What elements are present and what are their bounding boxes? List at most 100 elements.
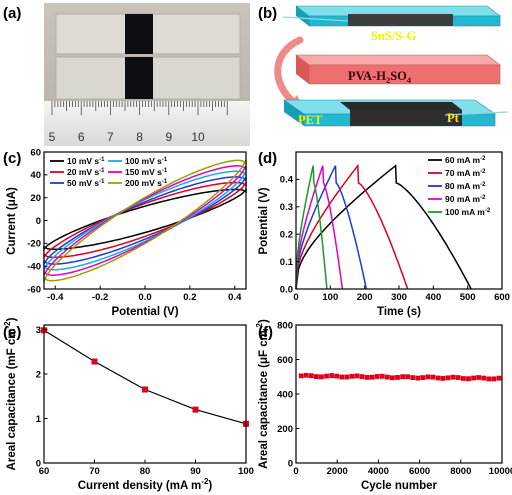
- y-tick-label: 0.0: [280, 284, 293, 295]
- x-tick-label: -0.2: [92, 292, 108, 303]
- cycle-point: [430, 374, 436, 380]
- legend-d-entry-label: 80 mA m-2: [445, 181, 486, 191]
- cycle-point: [329, 373, 334, 378]
- y-tick-label: 400: [277, 389, 293, 400]
- cycle-point: [486, 376, 492, 382]
- bottom-electrode-slab: [283, 99, 509, 127]
- ruler: [44, 101, 250, 146]
- cycle-point: [298, 373, 304, 379]
- x-tick-label: 4000: [368, 466, 389, 477]
- y-axis-label-c: Current (μA): [6, 187, 18, 255]
- cycle-point: [344, 374, 350, 380]
- y-tick-label: -20: [27, 239, 41, 250]
- y-tick-label: 0.1: [280, 257, 294, 268]
- cycle-point: [369, 374, 375, 380]
- x-tick-label: 0.4: [228, 292, 242, 303]
- cycle-point: [471, 375, 476, 381]
- x-tick-label: 600: [494, 292, 510, 303]
- x-tick-label: 400: [425, 292, 441, 303]
- cycle-point: [435, 375, 441, 381]
- cycle-point: [450, 374, 456, 380]
- panel-f: (f) 02000400060008000100000200400600800 …: [255, 319, 512, 492]
- x-tick-label: 0: [293, 292, 298, 303]
- x-tick-label: 90: [190, 466, 201, 477]
- x-axis-label-f: Cycle number: [361, 480, 438, 492]
- y-tick-label: 200: [277, 424, 293, 435]
- rate-series: [41, 327, 249, 427]
- axis-ticks-e: 60 70 80 90 100 0 1 2 3: [36, 325, 254, 477]
- y-tick-label: 0: [36, 458, 41, 469]
- legend-c-entry-label: 200 mV s-1: [125, 178, 168, 188]
- cycle-point: [334, 373, 339, 379]
- device-black-electrode-top: [125, 14, 153, 54]
- ruler-number: 9: [165, 130, 172, 144]
- ruler-ticks: [51, 101, 228, 115]
- x-axis-label-d: Time (s): [377, 306, 421, 318]
- cycle-point: [440, 376, 446, 381]
- cycle-point: [491, 376, 497, 382]
- cycle-point: [385, 374, 390, 380]
- y-tick-label: 2: [36, 369, 41, 380]
- y-axis-label-e: Areal capacitance (mF cm-2): [3, 317, 18, 470]
- plot-frame-e: [43, 324, 247, 464]
- x-tick-label: 2000: [327, 466, 348, 477]
- cycle-point: [303, 372, 309, 378]
- cycle-point: [339, 374, 345, 380]
- x-tick-label: 0.0: [138, 292, 151, 303]
- legend-c-entry-label: 100 mV s-1: [125, 156, 168, 166]
- y-tick-label: 0: [36, 216, 41, 227]
- electrolyte-label: PVA-H2SO4: [348, 69, 412, 85]
- rate-point: [91, 358, 98, 365]
- legend-c-entry-label: 150 mV s-1: [125, 167, 168, 177]
- cycle-point: [395, 375, 400, 380]
- legend-d-entry-label: 60 mA m-2: [445, 155, 486, 165]
- cycle-point: [420, 375, 426, 380]
- ruler-number: 10: [191, 130, 205, 144]
- y-tick-label: 0.2: [280, 230, 293, 241]
- cycle-point: [455, 375, 461, 380]
- ruler-number: 8: [136, 130, 143, 144]
- panel-label-a: (a): [3, 5, 21, 22]
- panel-label-f: (f): [258, 324, 273, 341]
- x-tick-label: 300: [391, 292, 407, 303]
- legend-c-entry-label: 50 mV s-1: [67, 178, 105, 188]
- cycle-point: [314, 374, 319, 379]
- panel-label-b: (b): [258, 5, 277, 22]
- y-tick-label: 60: [30, 147, 41, 158]
- y-tick-label: 0.3: [280, 202, 293, 213]
- cycle-point: [466, 376, 471, 382]
- cycle-point: [415, 375, 421, 381]
- x-axis-label-c: Potential (V): [111, 306, 178, 318]
- panel-label-d: (d): [258, 150, 277, 167]
- ruler-number: 5: [49, 130, 56, 144]
- cycle-point: [476, 375, 481, 380]
- legend-d-entry-label: 100 mA m-2: [445, 207, 491, 217]
- legend-c-entry-label: 20 mV s-1: [67, 167, 105, 177]
- panel-e: (e) 60 70 80 90 100 0 1 2 3 Current density (mA …: [3, 317, 254, 492]
- x-tick-label: 8000: [450, 466, 471, 477]
- x-tick-label: 0.2: [183, 292, 196, 303]
- y-tick-label: -60: [27, 284, 41, 295]
- x-tick-label: 0: [293, 466, 298, 477]
- cycle-point: [445, 375, 451, 381]
- cycle-point: [405, 374, 410, 380]
- cycle-point: [496, 375, 502, 381]
- y-axis-label-f: Areal capacitance (μF cm-2): [255, 319, 270, 469]
- panel-d: (d) 0 100 200 300 400 500 600 0.0 0.1 0.2 0.3 0.4 6…: [258, 150, 510, 318]
- legend-d-entry-label: 90 mA m-2: [445, 194, 486, 204]
- top-layer-label: SnS/S-G: [371, 29, 416, 43]
- ruler-numbers: 5 6 7 8 9 10: [49, 130, 205, 144]
- panel-a: 5 6 7 8 9 10 (a): [3, 3, 250, 146]
- cycle-point: [481, 375, 487, 381]
- x-tick-label: 100: [238, 466, 254, 477]
- substrate-label: PET: [298, 113, 323, 127]
- y-tick-label: 1: [36, 414, 42, 425]
- gcd-series: [295, 163, 472, 290]
- y-tick-label: 0.4: [280, 175, 294, 186]
- ruler-number: 6: [78, 130, 85, 144]
- gcd-curve: [295, 165, 328, 290]
- gcd-curve: [295, 165, 344, 290]
- y-axis-label-d: Potential (V): [258, 187, 270, 254]
- plot-frame-f: [295, 324, 503, 464]
